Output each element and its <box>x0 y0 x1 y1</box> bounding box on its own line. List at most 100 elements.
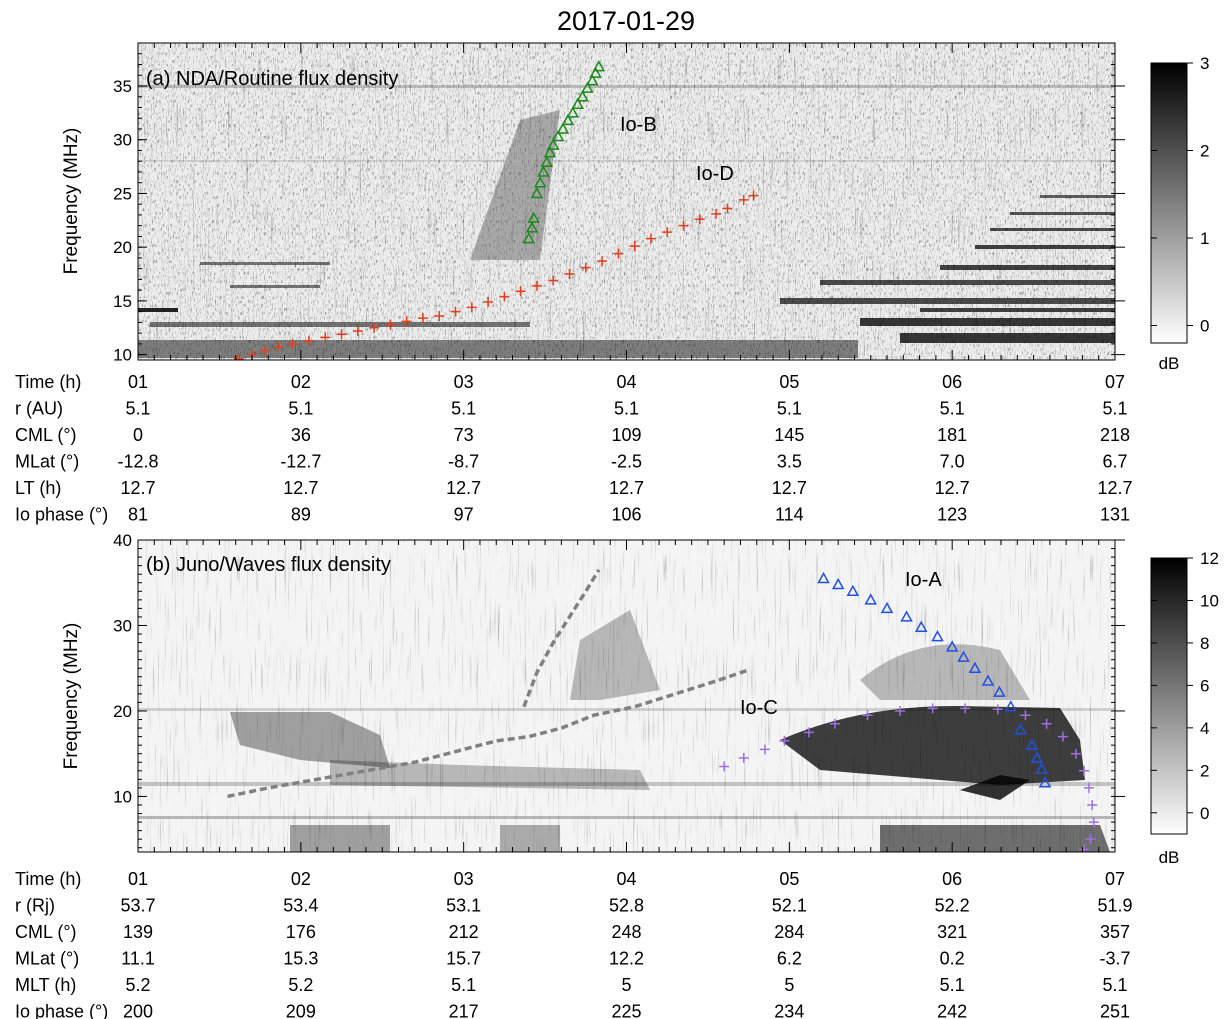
table-cell: -8.7 <box>448 452 479 472</box>
colorbar-tick-label: 2 <box>1200 761 1209 780</box>
table-cell: 139 <box>123 922 153 942</box>
table-cell: 176 <box>286 922 316 942</box>
plus-marker <box>1087 799 1098 810</box>
panel-a-markers <box>233 60 759 360</box>
plus-marker <box>564 269 575 280</box>
plus-marker <box>748 190 759 201</box>
triangle-marker <box>900 610 913 622</box>
table-cell: 145 <box>774 425 804 445</box>
table-cell: 5.1 <box>940 975 965 995</box>
plus-marker <box>662 227 673 238</box>
table-cell: 123 <box>937 505 967 525</box>
table-cell: 5.1 <box>125 399 150 419</box>
plus-marker <box>678 220 689 231</box>
table-cell: 01 <box>128 372 148 392</box>
figure-title: 2017-01-29 <box>557 6 695 36</box>
panel-a-ylabel: Frequency (MHz) <box>61 128 82 275</box>
triangle-marker <box>530 186 544 199</box>
triangle-marker <box>543 146 557 158</box>
table-cell: 06 <box>942 869 962 889</box>
plus-marker <box>352 325 363 336</box>
plus-marker <box>597 256 608 267</box>
plus-marker <box>829 718 840 729</box>
triangle-marker <box>945 640 959 652</box>
table-cell: 07 <box>1105 372 1125 392</box>
table-cell: 5.1 <box>1102 975 1127 995</box>
plus-marker <box>895 705 906 716</box>
panel-a-axes: 10 15 20 25 30 35 <box>113 42 1125 365</box>
table-cell: 06 <box>942 372 962 392</box>
plus-marker <box>960 703 971 714</box>
panel-a-annotation-io-b: Io-B <box>620 114 657 136</box>
table-cell: 106 <box>611 505 641 525</box>
y-tick-label: 30 <box>113 131 132 150</box>
dashed-curve <box>522 568 601 708</box>
table-cell: 51.9 <box>1097 896 1132 916</box>
plus-marker <box>580 262 591 273</box>
table-cell: 12.7 <box>120 478 155 498</box>
plus-marker <box>992 704 1003 715</box>
table-cell: 7.0 <box>940 452 965 472</box>
colorbar-tick-label: 4 <box>1200 719 1209 738</box>
plus-marker <box>401 316 412 327</box>
triangle-marker <box>527 211 540 223</box>
table-cell: 03 <box>454 869 474 889</box>
table-cell: 5 <box>621 975 631 995</box>
panel-b-axes: 10 20 30 40 <box>113 531 1125 852</box>
panel-b-label: (b) Juno/Waves flux density <box>146 554 391 576</box>
table-cell: 357 <box>1100 922 1130 942</box>
plus-marker <box>722 203 733 214</box>
y-tick-label: 15 <box>113 292 132 311</box>
triangle-marker <box>1014 723 1027 735</box>
table-row-label: MLat (°) <box>15 452 79 472</box>
table-cell: 01 <box>128 869 148 889</box>
triangle-marker <box>589 66 602 78</box>
table-row-label: r (Rj) <box>15 896 55 916</box>
table-cell: 53.1 <box>446 896 481 916</box>
table-cell: 15.7 <box>446 949 481 969</box>
plus-marker <box>260 345 271 356</box>
table-cell: 12.7 <box>609 478 644 498</box>
table-cell: 02 <box>291 869 311 889</box>
triangle-marker <box>931 630 944 642</box>
table-cell: 52.2 <box>935 896 970 916</box>
table-cell: 5.1 <box>777 399 802 419</box>
table-cell: 11.1 <box>121 949 155 969</box>
table-cell: 5 <box>784 975 794 995</box>
table-cell: 5.1 <box>451 399 476 419</box>
table-cell: 0 <box>133 425 143 445</box>
plus-marker <box>336 329 347 340</box>
plus-marker <box>531 280 542 291</box>
table-cell: 5.1 <box>451 975 476 995</box>
table-cell: 03 <box>454 372 474 392</box>
table-cell: 321 <box>937 922 967 942</box>
table-cell: 218 <box>1100 425 1130 445</box>
plus-marker <box>1079 844 1090 852</box>
plus-marker <box>711 208 722 219</box>
triangle-marker <box>551 129 565 142</box>
plus-marker <box>434 310 445 321</box>
table-row-label: r (AU) <box>15 399 63 419</box>
triangle-marker <box>525 221 539 233</box>
table-cell: 12.7 <box>446 478 481 498</box>
table-cell: 5.2 <box>125 975 150 995</box>
triangle-marker <box>1035 762 1048 774</box>
plus-marker <box>759 744 770 755</box>
plus-marker <box>738 194 749 205</box>
panel-b-colorbar-label: dB <box>1159 848 1180 867</box>
table-cell: 12.2 <box>609 949 644 969</box>
triangle-marker <box>556 122 570 134</box>
panel-a-ephemeris-table: Time (h) 01 02 03 04 05 06 07 r (AU) 5.1 5.1 5.1 5.1… <box>15 372 1133 525</box>
table-cell: 284 <box>774 922 804 942</box>
table-cell: 02 <box>291 372 311 392</box>
table-cell: 36 <box>291 425 311 445</box>
table-cell: 209 <box>286 1002 316 1019</box>
plus-marker <box>385 319 396 330</box>
table-row-label: Io phase (°) <box>15 505 108 525</box>
table-cell: 225 <box>611 1002 641 1019</box>
triangle-marker <box>546 138 560 150</box>
plus-marker <box>629 241 640 252</box>
panel-a-spectrogram <box>138 43 1115 360</box>
